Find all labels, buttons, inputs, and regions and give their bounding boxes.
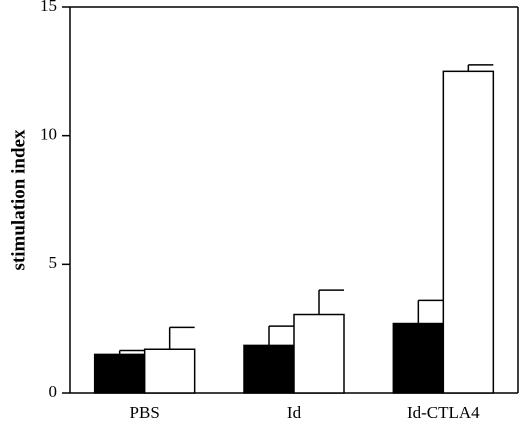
y-tick-label: 0	[49, 382, 58, 401]
y-axis-title: stimulation index	[8, 129, 29, 270]
bars	[93, 64, 495, 394]
x-category-label: Id-CTLA4	[407, 403, 480, 422]
bar-id-series-2	[293, 313, 345, 394]
bar-pbs-series-1	[93, 353, 146, 394]
bar-id-ctla4-series-2	[442, 70, 495, 394]
x-category-label: Id	[287, 403, 302, 422]
bar-pbs-series-2	[143, 348, 196, 394]
bar-id-series-1	[243, 344, 295, 394]
y-tick-label: 5	[49, 253, 58, 272]
y-ticks: 0 5 10 15	[40, 0, 70, 401]
y-tick-label: 10	[40, 125, 57, 144]
x-ticks: PBS Id Id-CTLA4	[130, 403, 481, 422]
y-tick-label: 15	[40, 0, 57, 15]
bar-id-ctla4-series-1	[392, 322, 445, 394]
x-category-label: PBS	[130, 403, 160, 422]
